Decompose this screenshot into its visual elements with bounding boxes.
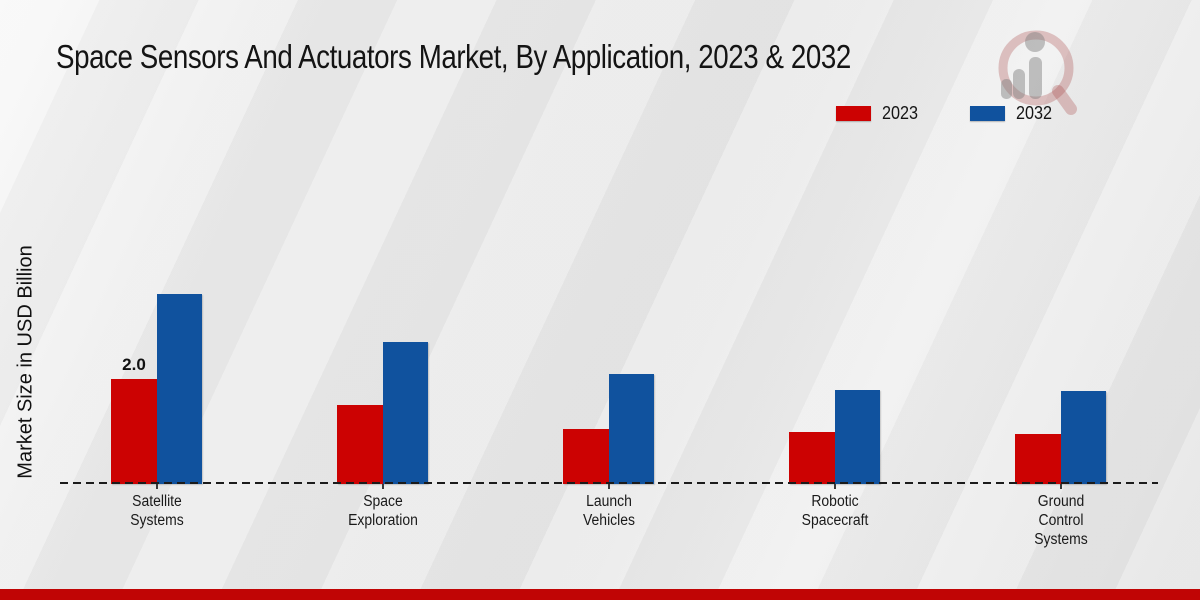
logo-bar-tall-icon (1029, 57, 1042, 99)
footer-accent-bar (0, 589, 1200, 600)
x-axis-tick (608, 484, 610, 489)
category-label-4: Robotic Spacecraft (801, 493, 869, 529)
chart-title: Space Sensors And Actuators Market, By A… (56, 38, 851, 75)
magnifier-handle-icon (1052, 85, 1077, 115)
category-label-3: Launch Vehicles (583, 493, 635, 529)
bar-2023-3 (563, 428, 609, 484)
bar-2032-3 (609, 373, 654, 484)
bar-2032-2 (383, 342, 428, 484)
logo-bar-small-icon (1001, 79, 1012, 99)
bar-2023-2 (337, 405, 383, 484)
x-axis-tick (834, 484, 836, 489)
x-axis-baseline (60, 482, 1158, 484)
bar-2023-1 (111, 379, 157, 484)
bar-value-label: 2.0 (122, 355, 146, 374)
legend: 2023 2032 (836, 103, 1056, 124)
legend-item-2032: 2032 (970, 103, 1056, 124)
x-axis-tick (382, 484, 384, 489)
category-label-1: Satellite Systems (130, 493, 184, 529)
bar-2032-4 (835, 389, 880, 484)
category-label-5: Ground Control Systems (1034, 493, 1088, 548)
legend-swatch-2023 (836, 106, 871, 121)
bar-2032-1 (157, 293, 202, 484)
magnifier-ring-icon (998, 30, 1074, 106)
legend-item-2023: 2023 (836, 103, 922, 124)
bar-2032-5 (1061, 390, 1106, 484)
legend-swatch-2032 (970, 106, 1006, 121)
figure-head-icon (1025, 32, 1045, 52)
market-research-logo-watermark (998, 30, 1077, 115)
logo-bar-medium-icon (1013, 69, 1025, 99)
bar-2023-5 (1015, 434, 1061, 484)
y-axis-label: Market Size in USD Billion (14, 245, 37, 479)
x-axis-tick (156, 484, 158, 489)
category-label-2: Space Exploration (348, 493, 418, 529)
x-axis-tick (1060, 484, 1062, 489)
bar-2023-4 (789, 431, 835, 484)
legend-label-2032: 2032 (1016, 103, 1053, 123)
legend-label-2023: 2023 (882, 103, 919, 123)
